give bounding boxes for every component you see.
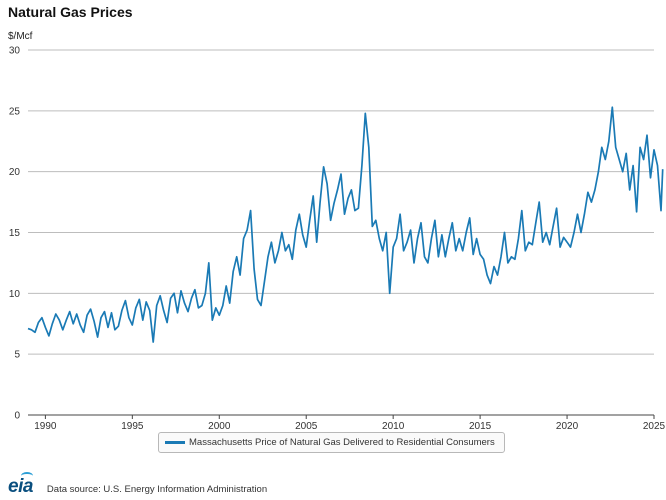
eia-logo-text: eia <box>8 476 33 497</box>
y-tick-label-15: 15 <box>9 228 21 239</box>
x-tick-label-2015: 2015 <box>469 421 492 430</box>
y-tick-label-0: 0 <box>14 411 20 422</box>
eia-logo: eia <box>8 472 33 498</box>
data-source-text: Data source: U.S. Energy Information Adm… <box>46 484 268 495</box>
eia-logo-arc <box>21 472 33 480</box>
legend-swatch <box>165 441 185 444</box>
legend-label: Massachusetts Price of Natural Gas Deliv… <box>189 437 495 448</box>
x-tick-label-2000: 2000 <box>208 421 231 430</box>
x-tick-labels: 1990 1995 2000 2005 2010 2015 2020 2025 <box>34 421 665 430</box>
gridlines <box>28 49 654 355</box>
legend[interactable]: Massachusetts Price of Natural Gas Deliv… <box>158 432 505 453</box>
x-tick-label-2005: 2005 <box>295 421 318 430</box>
x-tick-label-1990: 1990 <box>34 421 57 430</box>
footer: eia Data source: U.S. Energy Information… <box>8 472 268 498</box>
y-tick-label-25: 25 <box>9 106 21 117</box>
series-line-massachusetts <box>27 106 664 343</box>
y-tick-label-5: 5 <box>14 350 20 361</box>
x-tick-marks <box>44 415 655 419</box>
x-tick-label-1995: 1995 <box>121 421 144 430</box>
chart-title: Natural Gas Prices <box>8 4 133 20</box>
y-axis-units: $/Mcf <box>8 31 33 42</box>
y-tick-label-30: 30 <box>9 46 21 57</box>
y-tick-labels: 0 5 10 15 20 25 30 <box>9 46 21 422</box>
x-tick-label-2020: 2020 <box>556 421 579 430</box>
y-tick-label-10: 10 <box>9 289 21 300</box>
x-tick-label-2010: 2010 <box>382 421 405 430</box>
x-tick-label-2025: 2025 <box>643 421 666 430</box>
y-tick-label-20: 20 <box>9 167 21 178</box>
